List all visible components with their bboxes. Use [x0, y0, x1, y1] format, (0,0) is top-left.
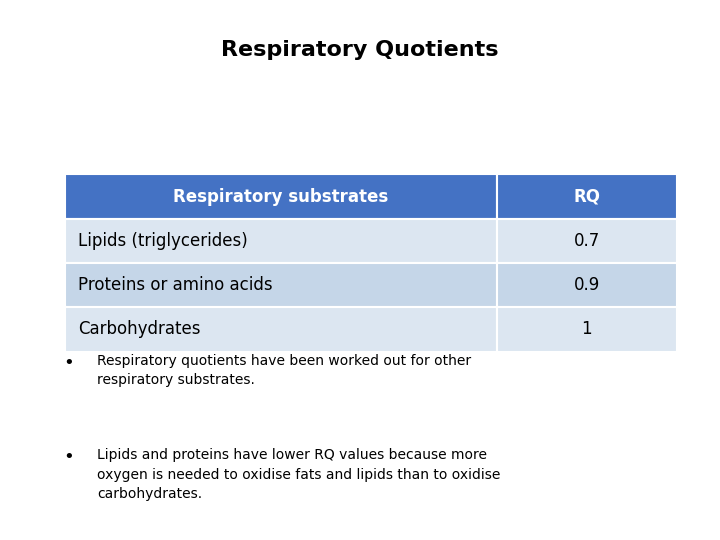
Text: •: •: [63, 448, 73, 466]
Text: Respiratory quotients have been worked out for other
respiratory substrates.: Respiratory quotients have been worked o…: [97, 354, 472, 387]
Text: 1: 1: [582, 320, 592, 339]
Text: RQ: RQ: [573, 187, 600, 206]
Text: Carbohydrates: Carbohydrates: [78, 320, 200, 339]
Bar: [497, 307, 677, 352]
Bar: [497, 219, 677, 263]
Text: 0.9: 0.9: [574, 276, 600, 294]
Bar: [497, 174, 677, 219]
Bar: [65, 219, 497, 263]
Text: Respiratory substrates: Respiratory substrates: [174, 187, 388, 206]
Bar: [65, 174, 497, 219]
Bar: [497, 263, 677, 307]
Text: Lipids (triglycerides): Lipids (triglycerides): [78, 232, 248, 250]
Text: •: •: [63, 354, 73, 372]
Bar: [65, 263, 497, 307]
Text: 0.7: 0.7: [574, 232, 600, 250]
Bar: [65, 307, 497, 352]
Text: Lipids and proteins have lower RQ values because more
oxygen is needed to oxidis: Lipids and proteins have lower RQ values…: [97, 448, 500, 501]
Text: Proteins or amino acids: Proteins or amino acids: [78, 276, 272, 294]
Text: Respiratory Quotients: Respiratory Quotients: [221, 40, 499, 60]
